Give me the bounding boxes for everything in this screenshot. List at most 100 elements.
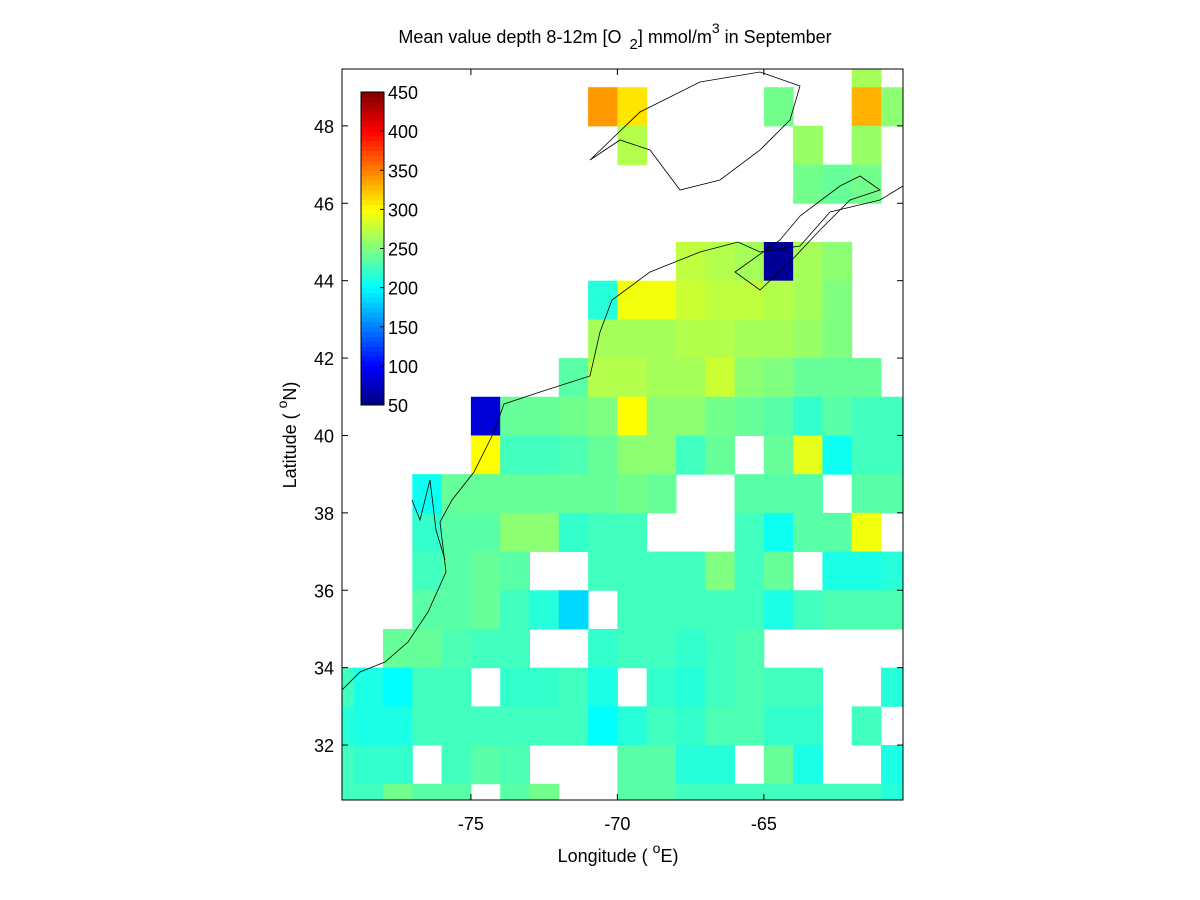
- cell: [763, 358, 794, 398]
- cell: [588, 319, 618, 359]
- cell: [675, 435, 706, 475]
- cell: [500, 590, 530, 630]
- cell: [646, 280, 677, 320]
- cell: [881, 435, 903, 475]
- chart-title: Mean value depth 8-12m [O 2] mmol/m3 in S…: [398, 20, 831, 53]
- x-tick-label: -65: [751, 814, 777, 834]
- colorbar-step: [361, 297, 384, 303]
- colorbar-step: [361, 341, 384, 347]
- cell: [646, 783, 677, 800]
- x-tick-label: -75: [458, 814, 484, 834]
- colorbar-step: [361, 365, 384, 372]
- cell: [793, 667, 823, 707]
- cell: [793, 358, 823, 398]
- cell: [851, 125, 882, 166]
- colorbar-step: [361, 219, 384, 225]
- cell: [441, 667, 472, 707]
- cell: [617, 512, 648, 553]
- colorbar-step: [361, 351, 384, 357]
- cell: [851, 164, 882, 204]
- cell: [558, 512, 589, 553]
- cell: [588, 396, 618, 436]
- gulf-path: [589, 71, 801, 191]
- colorbar-step: [361, 356, 384, 362]
- colorbar-step: [361, 375, 384, 382]
- cell: [705, 396, 736, 436]
- cell: [617, 396, 648, 436]
- cell: [353, 745, 384, 785]
- cell: [705, 280, 736, 320]
- cell: [851, 435, 882, 475]
- cell: [793, 474, 823, 514]
- cell: [588, 87, 618, 127]
- cell: [646, 745, 677, 785]
- cell: [763, 396, 794, 436]
- cell: [500, 551, 530, 591]
- cell: [470, 745, 501, 785]
- cell: [793, 164, 823, 204]
- cell: [763, 512, 794, 553]
- cell: [353, 706, 384, 746]
- cell: [617, 628, 648, 669]
- cell: [734, 628, 765, 669]
- cell: [705, 706, 736, 746]
- cell: [793, 512, 823, 553]
- cell: [851, 512, 882, 553]
- cell: [734, 783, 765, 800]
- label-part: E): [660, 846, 678, 866]
- cell: [588, 512, 618, 553]
- cell: [529, 706, 560, 746]
- cell: [705, 358, 736, 398]
- cell: [881, 396, 903, 436]
- colorbar-step: [361, 395, 384, 401]
- colorbar-step: [361, 321, 384, 328]
- cell: [851, 783, 882, 800]
- y-tick-label: 32: [314, 736, 334, 756]
- colorbar-step: [361, 238, 384, 245]
- cell: [500, 396, 530, 436]
- cell: [646, 396, 677, 436]
- cell: [822, 396, 853, 436]
- cell: [529, 474, 560, 514]
- cell: [383, 745, 413, 785]
- cell: [822, 164, 853, 204]
- cell: [705, 435, 736, 475]
- cell: [851, 69, 882, 88]
- colorbar-step: [361, 263, 384, 269]
- cell: [705, 551, 736, 591]
- x-tick-label: -70: [604, 814, 630, 834]
- cell: [675, 590, 706, 630]
- cell: [763, 319, 794, 359]
- title-part: ] mmol/m: [638, 27, 712, 47]
- colorbar-step: [361, 258, 384, 264]
- colorbar-step: [361, 170, 384, 176]
- cell: [705, 590, 736, 630]
- cell: [412, 512, 443, 553]
- cell: [793, 241, 823, 282]
- label-part: Longitude (: [558, 846, 653, 866]
- cell: [822, 280, 853, 320]
- title-part: Mean value depth 8-12m [O: [398, 27, 621, 47]
- cell: [500, 628, 530, 669]
- cell: [412, 474, 443, 514]
- cell: [441, 512, 472, 553]
- cell: [763, 280, 794, 320]
- title-sub: 2: [629, 36, 637, 53]
- cell: [529, 396, 560, 436]
- cell: [470, 396, 501, 436]
- cell: [500, 474, 530, 514]
- colorbar-step: [361, 346, 384, 352]
- cell: [734, 280, 765, 320]
- ns-path: [734, 175, 881, 291]
- cell: [646, 551, 677, 591]
- cell: [675, 667, 706, 707]
- cell: [529, 590, 560, 630]
- cell: [851, 474, 882, 514]
- cell: [588, 435, 618, 475]
- cell: [734, 706, 765, 746]
- cell: [617, 706, 648, 746]
- cell: [763, 745, 794, 785]
- cell: [441, 783, 472, 800]
- cell: [881, 87, 903, 127]
- colorbar-step: [361, 243, 384, 249]
